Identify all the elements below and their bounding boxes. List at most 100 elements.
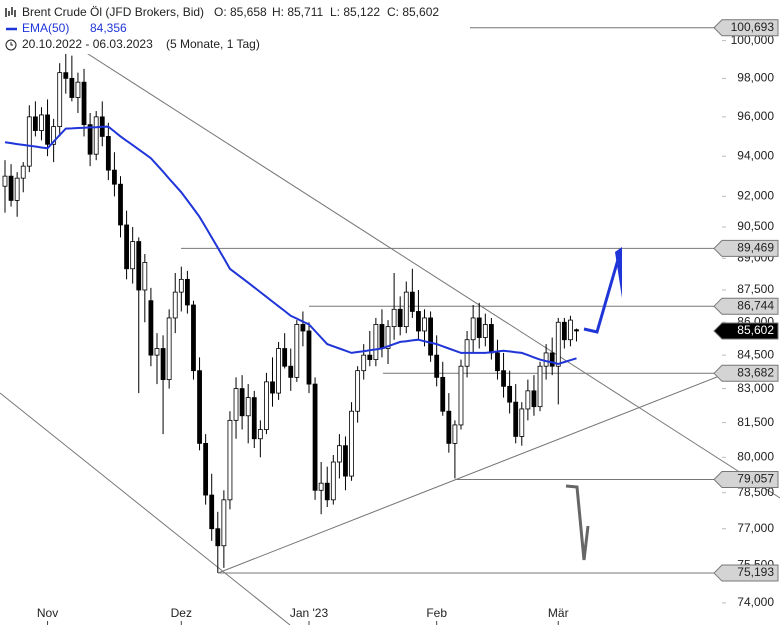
level-label: 100,693 [731,20,775,34]
candle-body [476,317,482,338]
subtitle: 20.10.2022 - 06.03.2023 [22,37,153,51]
x-tick-label: Dez [171,606,192,620]
candle-body [130,241,136,270]
y-tick-label: 90,500 [737,219,774,233]
candle-body [63,72,69,79]
candle-body [87,124,93,155]
y-tick-label: 94,000 [737,148,774,162]
ohlc-label: L: 85,122 [330,5,380,19]
level-box [713,564,779,582]
candle-body [549,352,555,367]
candle-body [300,324,306,332]
candle-body [154,348,160,356]
candle-body [355,370,361,412]
candle-body [215,528,221,547]
header-bg [0,0,470,54]
candle-body [488,324,494,354]
y-tick-label: 84,500 [737,347,774,361]
ohlc-label: H: 85,711 [272,5,323,19]
candle-body [391,308,397,328]
candle-body [178,278,184,293]
title: Brent Crude Öl (JFD Brokers, Bid) [22,5,204,19]
candle-body [257,429,263,440]
candle-body [148,300,154,356]
level-box [713,364,779,382]
candle-body [81,81,87,126]
candle-body [142,262,148,291]
y-tick-label: 96,000 [737,109,774,123]
candle-body [525,390,531,410]
candle-body [57,72,63,128]
candle-body [294,324,300,378]
candle-body [568,319,573,341]
candle-body [227,419,233,501]
candle-body [434,354,440,378]
x-tick-label: Jan '23 [290,606,329,620]
candle-body [20,165,26,179]
ohlc-label: C: 85,602 [387,5,439,19]
candle-body [197,370,202,444]
candle-body [312,383,318,491]
y-tick-label: 100,000 [731,33,775,47]
candle-body [136,241,142,291]
icon [5,7,16,17]
arrow [565,484,590,561]
candle-body [172,291,178,319]
header: Brent Crude Öl (JFD Brokers, Bid) O: 85,… [0,0,470,54]
arrow-head [615,247,622,298]
trend-line [0,392,291,625]
level-label: 79,057 [737,472,774,486]
legend-value: 84,356 [90,21,127,35]
candle-body [574,329,579,332]
x-tick-label: Nov [37,606,58,620]
candle-body [264,381,269,430]
candle-body [452,424,458,444]
candle-body [336,445,342,463]
y-tick-label: 78,500 [737,485,774,499]
y-tick-label: 92,000 [737,189,774,203]
candle-body [288,365,294,378]
trend-line [59,35,780,499]
candle-body [93,116,99,155]
candle-body [561,321,567,341]
candle-body [209,494,215,530]
candle-body [318,482,324,491]
candle-body [32,116,38,131]
level-label: 83,682 [737,365,774,379]
candle-body [501,370,506,387]
icon [10,42,13,46]
candle-body [428,317,433,356]
trend-lines [0,35,780,625]
candle-body [39,114,44,131]
candle-body [251,397,257,440]
y-tick-label: 83,000 [737,381,774,395]
candle-body [26,116,32,167]
candle-body [385,326,391,349]
candle-body [409,291,415,312]
y-tick-label: 80,000 [737,450,774,464]
level-box [713,470,779,488]
candle-body [75,81,81,98]
candle-body [349,410,354,477]
candle-body [397,308,403,328]
candle-body [245,397,251,417]
candle-body [160,348,166,381]
candle-body [105,136,111,171]
ema-line [4,125,577,366]
level-label: 89,469 [737,241,774,255]
level-box [713,19,779,37]
candle-body [513,401,519,437]
candle-body [507,385,513,403]
candle-body [422,317,427,332]
candle-body [458,365,464,426]
y-tick-label: 87,500 [737,282,774,296]
candle-body [45,114,50,145]
candle-body [343,445,348,477]
candle-body [324,482,330,501]
last-price-box [713,322,779,340]
candle-body [2,175,8,187]
candle-body [537,365,543,408]
arrow [583,255,621,334]
candle-body [69,77,75,98]
